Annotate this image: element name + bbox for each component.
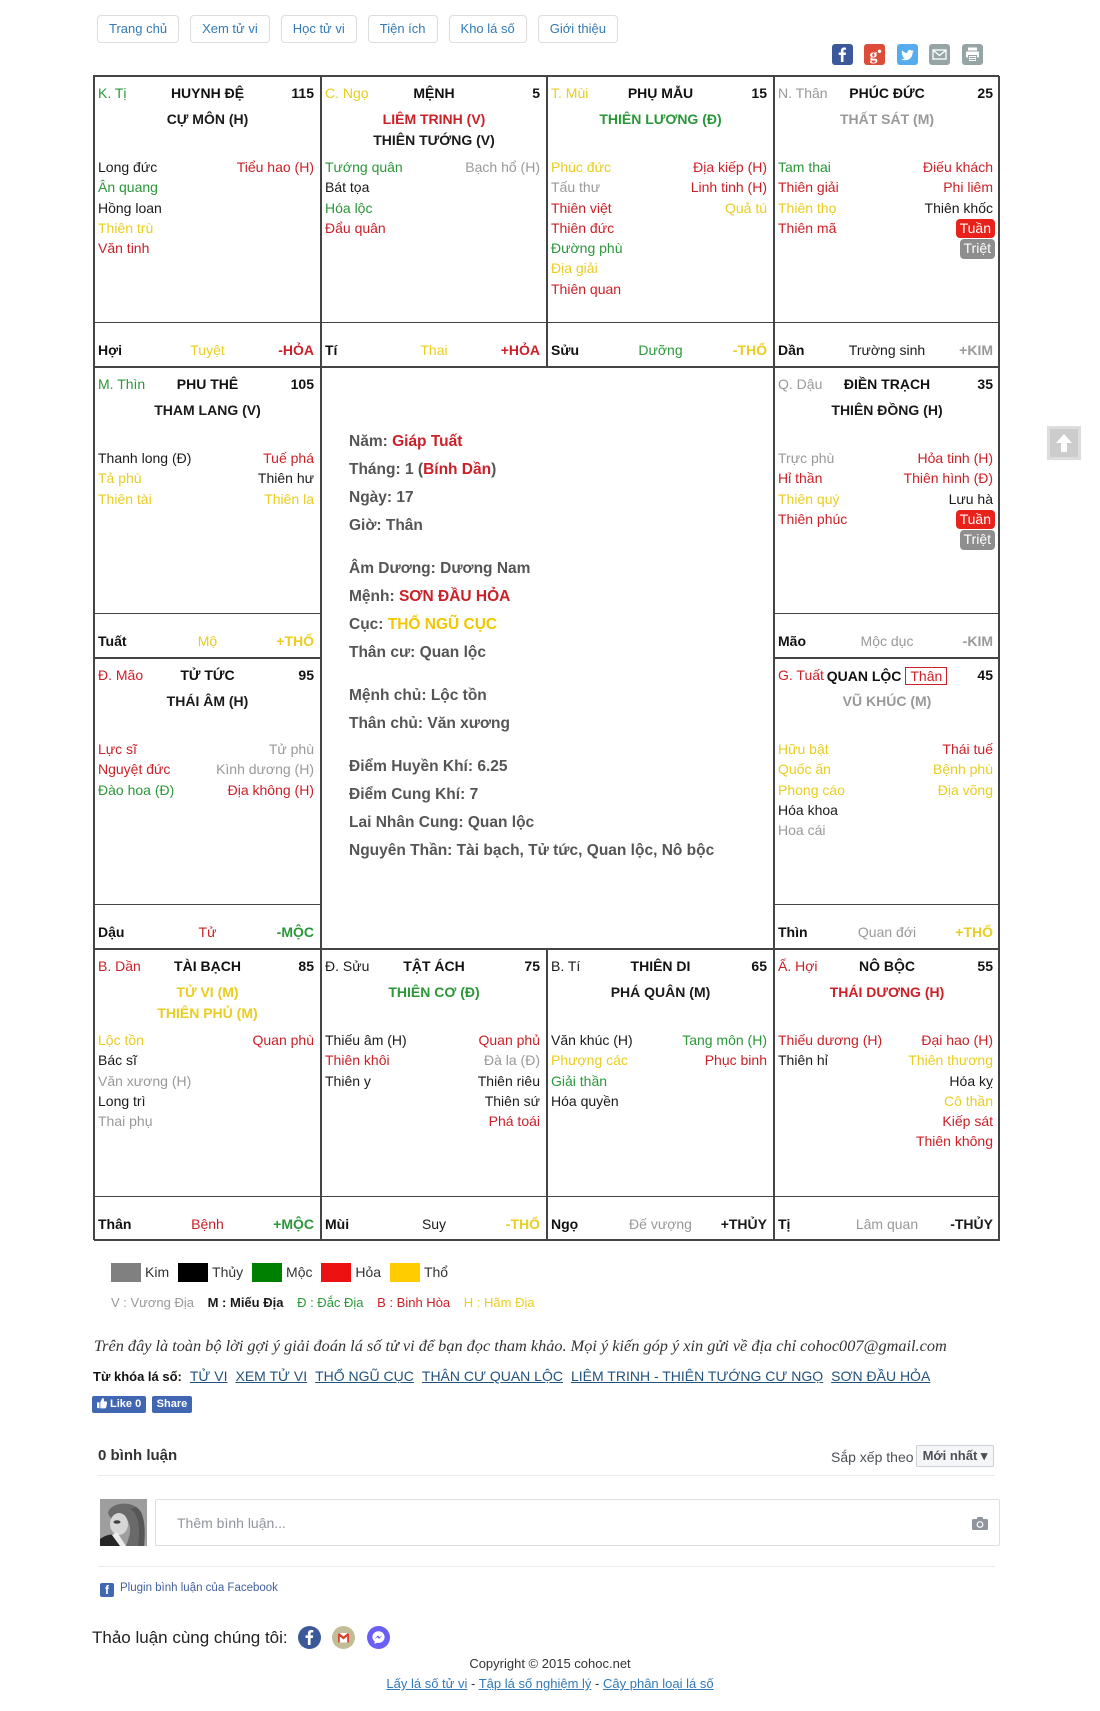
svg-text:g: g: [870, 47, 878, 64]
